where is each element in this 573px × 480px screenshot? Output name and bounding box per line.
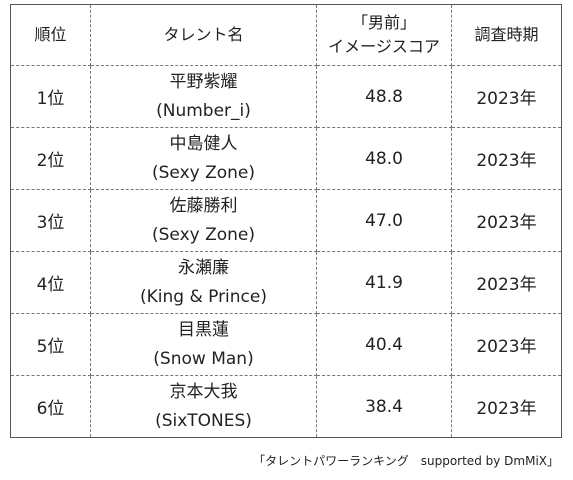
score-cell: 38.4 (316, 375, 452, 438)
header-talent: タレント名 (90, 4, 317, 66)
period-cell: 2023年 (451, 313, 562, 376)
talent-name: 平野紫耀 (169, 71, 238, 92)
talent-group: (Sexy Zone) (151, 224, 256, 245)
talent-group: (Number_i) (156, 100, 251, 121)
score-cell: 41.9 (316, 251, 452, 314)
table-row: 6位 京本大我 (SixTONES) 38.4 2023年 (10, 375, 562, 438)
talent-group: (Sexy Zone) (151, 162, 256, 183)
table-row: 1位 平野紫耀 (Number_i) 48.8 2023年 (10, 65, 562, 128)
rank-cell: 5位 (10, 313, 91, 376)
period-cell: 2023年 (451, 251, 562, 314)
rank-cell: 1位 (10, 65, 91, 128)
score-cell: 40.4 (316, 313, 452, 376)
source-caption: 「タレントパワーランキング supported by DmMiX」 (253, 454, 559, 468)
talent-name: 目黒蓮 (178, 319, 229, 340)
period-cell: 2023年 (451, 375, 562, 438)
period-cell: 2023年 (451, 127, 562, 190)
rank-cell: 3位 (10, 189, 91, 252)
talent-cell: 目黒蓮 (Snow Man) (90, 313, 317, 376)
rank-cell: 2位 (10, 127, 91, 190)
talent-cell: 中島健人 (Sexy Zone) (90, 127, 317, 190)
rank-cell: 6位 (10, 375, 91, 438)
talent-group: (SixTONES) (155, 410, 252, 431)
header-score-line1: 「男前」 (351, 13, 416, 32)
header-row: 順位 タレント名 「男前」 イメージスコア 調査時期 (10, 4, 562, 66)
talent-cell: 平野紫耀 (Number_i) (90, 65, 317, 128)
talent-group: (King & Prince) (139, 286, 267, 307)
table-row: 4位 永瀬廉 (King & Prince) 41.9 2023年 (10, 251, 562, 314)
ranking-table: 順位 タレント名 「男前」 イメージスコア 調査時期 1位 平野紫耀 (Numb… (10, 4, 562, 438)
table-row: 2位 中島健人 (Sexy Zone) 48.0 2023年 (10, 127, 562, 190)
header-period: 調査時期 (451, 4, 562, 66)
score-cell: 47.0 (316, 189, 452, 252)
talent-cell: 京本大我 (SixTONES) (90, 375, 317, 438)
header-score-line2: イメージスコア (328, 37, 440, 56)
talent-cell: 佐藤勝利 (Sexy Zone) (90, 189, 317, 252)
talent-name: 佐藤勝利 (169, 195, 238, 216)
header-rank: 順位 (10, 4, 91, 66)
table-row: 5位 目黒蓮 (Snow Man) 40.4 2023年 (10, 313, 562, 376)
rank-cell: 4位 (10, 251, 91, 314)
period-cell: 2023年 (451, 189, 562, 252)
score-cell: 48.0 (316, 127, 452, 190)
table-row: 3位 佐藤勝利 (Sexy Zone) 47.0 2023年 (10, 189, 562, 252)
score-cell: 48.8 (316, 65, 452, 128)
talent-group: (Snow Man) (153, 348, 254, 369)
period-cell: 2023年 (451, 65, 562, 128)
header-score: 「男前」 イメージスコア (316, 4, 452, 66)
talent-name: 中島健人 (169, 133, 238, 154)
talent-name: 京本大我 (169, 381, 238, 402)
talent-name: 永瀬廉 (178, 257, 229, 278)
talent-cell: 永瀬廉 (King & Prince) (90, 251, 317, 314)
